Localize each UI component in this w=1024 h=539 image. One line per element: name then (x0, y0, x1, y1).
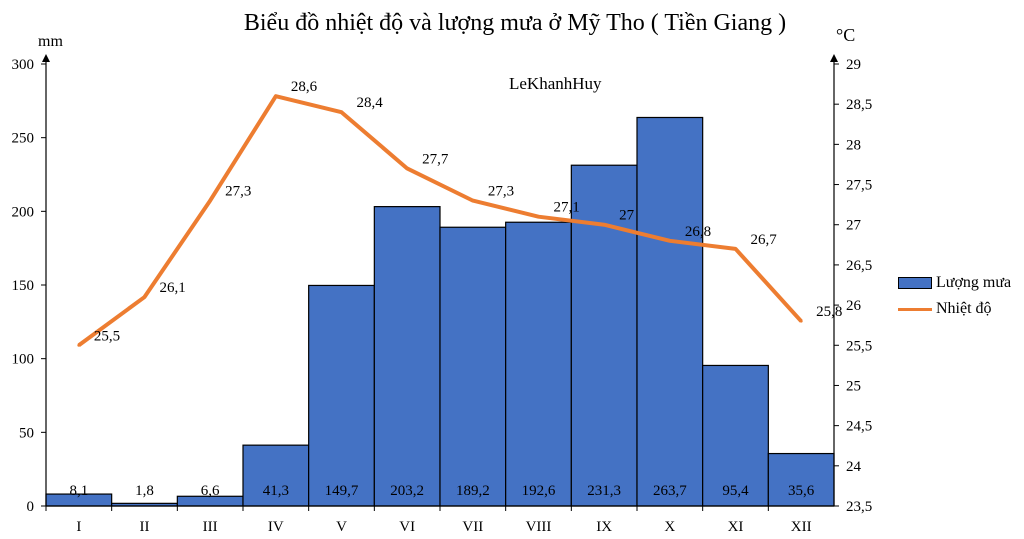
right-tick-label: 24 (846, 459, 862, 475)
point-temperature (208, 199, 212, 203)
right-tick-label: 28,5 (846, 97, 872, 113)
right-tick-label: 26,5 (846, 258, 872, 274)
line-data-label: 26,8 (685, 224, 711, 240)
left-tick-label: 100 (12, 352, 35, 368)
left-tick-label: 200 (12, 204, 35, 220)
right-tick-label: 27,5 (846, 178, 872, 194)
x-tick-label: XII (791, 519, 812, 535)
legend-item-temperature: Nhiệt độ (898, 296, 1011, 322)
point-temperature (340, 110, 343, 114)
point-temperature (77, 343, 81, 347)
line-data-label: 27,1 (554, 200, 580, 216)
x-tick-label: IX (596, 519, 612, 535)
right-tick-label: 27 (846, 218, 862, 234)
bar-data-label: 192,6 (522, 483, 556, 499)
right-tick-label: 29 (846, 57, 861, 73)
legend-label-rainfall: Lượng mưa (936, 274, 1012, 291)
x-tick-label: V (336, 519, 347, 535)
line-data-label: 28,4 (357, 95, 384, 111)
legend-label-temperature: Nhiệt độ (936, 300, 992, 317)
bar-rainfall (636, 116, 704, 507)
line-data-label: 26,7 (751, 232, 778, 248)
point-temperature (405, 166, 409, 170)
bar-data-label: 203,2 (390, 483, 424, 499)
right-tick-label: 25,5 (846, 338, 872, 354)
line-data-label: 28,6 (291, 79, 318, 95)
bar-data-label: 6,6 (201, 483, 220, 499)
line-data-label: 25,8 (816, 304, 842, 320)
line-data-label: 27 (619, 208, 635, 224)
right-axis-arrow (830, 54, 838, 62)
point-temperature (734, 247, 737, 251)
bar-rainfall (373, 206, 441, 507)
x-tick-label: VI (399, 519, 415, 535)
point-temperature (602, 223, 606, 227)
point-temperature (143, 295, 146, 299)
left-axis-arrow (42, 54, 50, 62)
left-axis-unit: mm (38, 33, 63, 50)
bar-data-label: 1,8 (135, 483, 154, 499)
point-temperature (274, 94, 278, 98)
bar-rainfall (308, 284, 375, 507)
bar-data-label: 189,2 (456, 483, 490, 499)
watermark: LeKhanhHuy (509, 74, 602, 93)
right-tick-label: 25 (846, 378, 861, 394)
x-tick-label: XI (728, 519, 744, 535)
legend: Lượng mưa Nhiệt độ (898, 270, 1011, 322)
bar-rainfall (439, 226, 507, 507)
line-data-label: 27,7 (422, 151, 449, 167)
x-tick-label: VII (462, 519, 483, 535)
left-tick-label: 0 (27, 499, 35, 515)
bar-data-label: 35,6 (788, 483, 815, 499)
legend-item-rainfall: Lượng mưa (898, 270, 1011, 296)
bar-data-label: 263,7 (653, 483, 687, 499)
bar-data-label: 149,7 (325, 483, 359, 499)
right-tick-label: 23,5 (846, 499, 872, 515)
x-tick-label: IV (268, 519, 284, 535)
line-data-label: 26,1 (160, 280, 186, 296)
x-tick-label: II (140, 519, 150, 535)
right-tick-label: 26 (846, 298, 862, 314)
bar-rainfall (702, 364, 769, 507)
bar-data-label: 95,4 (722, 483, 749, 499)
left-tick-label: 250 (12, 131, 35, 147)
line-data-label: 27,3 (488, 184, 514, 200)
bar-rainfall (505, 221, 572, 507)
point-temperature (799, 319, 803, 323)
legend-swatch-bar (898, 277, 932, 289)
right-tick-label: 28 (846, 137, 861, 153)
bar-data-label: 41,3 (263, 483, 289, 499)
x-tick-label: X (664, 519, 675, 535)
right-axis-unit: °C (836, 25, 856, 45)
left-tick-label: 300 (12, 57, 35, 73)
line-data-label: 25,5 (94, 328, 120, 344)
left-tick-label: 50 (19, 425, 34, 441)
bar-data-label: 8,1 (69, 483, 88, 499)
point-temperature (537, 215, 540, 219)
x-tick-label: III (203, 519, 218, 535)
right-tick-label: 24,5 (846, 419, 872, 435)
line-temperature (77, 94, 803, 347)
x-tick-label: I (76, 519, 81, 535)
line-data-label: 27,3 (225, 184, 251, 200)
point-temperature (668, 239, 672, 243)
x-tick-label: VIII (526, 519, 552, 535)
bar-data-label: 231,3 (587, 483, 621, 499)
point-temperature (471, 199, 475, 203)
chart-title: Biểu đồ nhiệt độ và lượng mưa ở Mỹ Tho (… (243, 10, 787, 36)
legend-swatch-line (898, 307, 932, 311)
left-tick-label: 150 (12, 278, 35, 294)
